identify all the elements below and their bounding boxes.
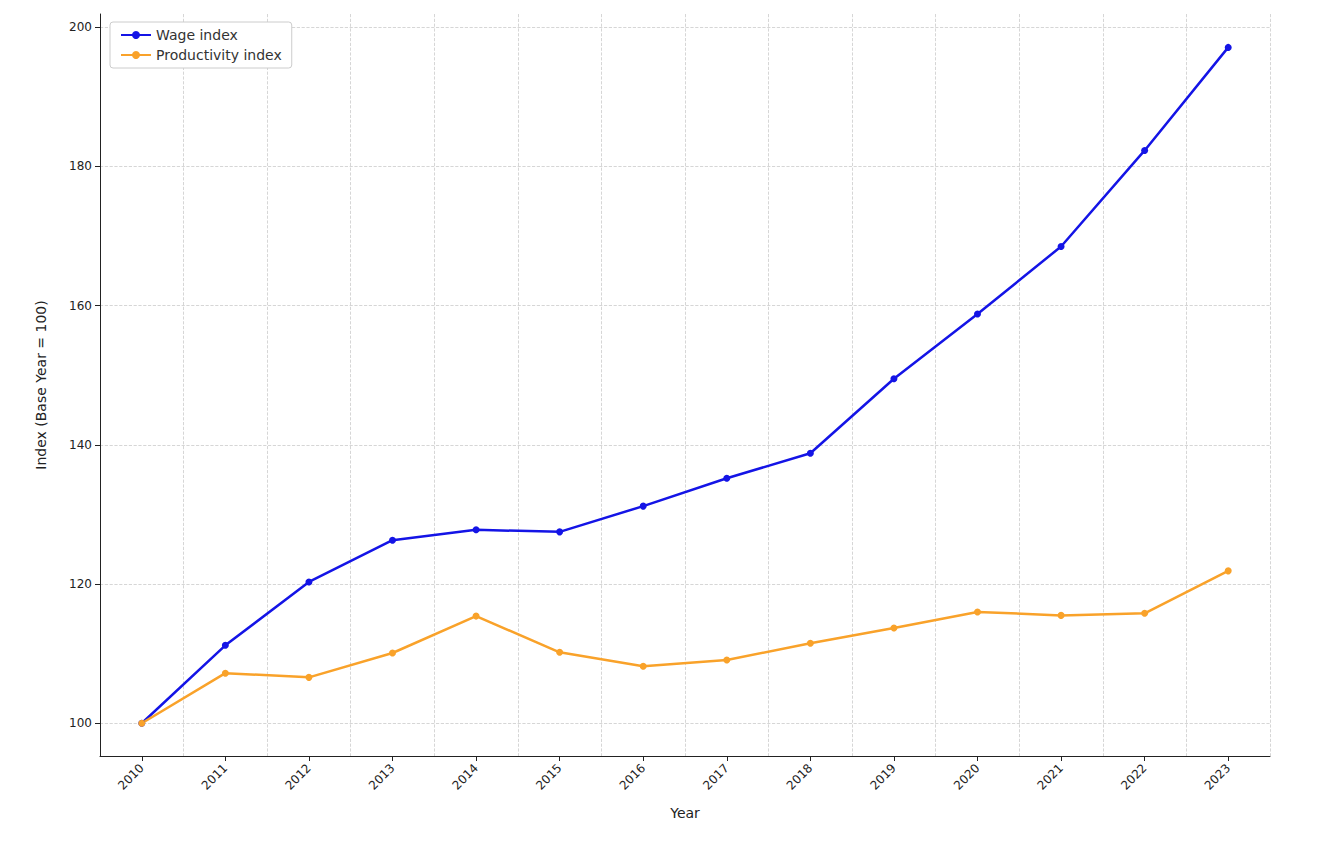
svg-text:2013: 2013 xyxy=(366,761,397,792)
svg-text:Productivity index: Productivity index xyxy=(156,47,282,63)
svg-text:200: 200 xyxy=(69,20,92,34)
svg-text:2011: 2011 xyxy=(199,761,230,792)
svg-text:2017: 2017 xyxy=(700,761,731,792)
svg-text:2014: 2014 xyxy=(450,761,481,792)
svg-text:180: 180 xyxy=(69,159,92,173)
svg-text:2015: 2015 xyxy=(533,761,564,792)
svg-text:2012: 2012 xyxy=(282,761,313,792)
svg-text:Index (Base Year = 100): Index (Base Year = 100) xyxy=(33,300,49,469)
svg-text:2022: 2022 xyxy=(1118,761,1149,792)
svg-text:2018: 2018 xyxy=(784,761,815,792)
svg-text:2020: 2020 xyxy=(951,761,982,792)
svg-text:Year: Year xyxy=(669,805,700,821)
svg-text:2021: 2021 xyxy=(1035,761,1066,792)
svg-text:160: 160 xyxy=(69,299,92,313)
svg-text:2019: 2019 xyxy=(867,761,898,792)
svg-text:120: 120 xyxy=(69,577,92,591)
svg-text:2023: 2023 xyxy=(1202,761,1233,792)
svg-text:Wage index: Wage index xyxy=(156,27,238,43)
svg-text:2016: 2016 xyxy=(617,761,648,792)
svg-text:140: 140 xyxy=(69,438,92,452)
svg-text:2010: 2010 xyxy=(115,761,146,792)
svg-text:100: 100 xyxy=(69,716,92,730)
